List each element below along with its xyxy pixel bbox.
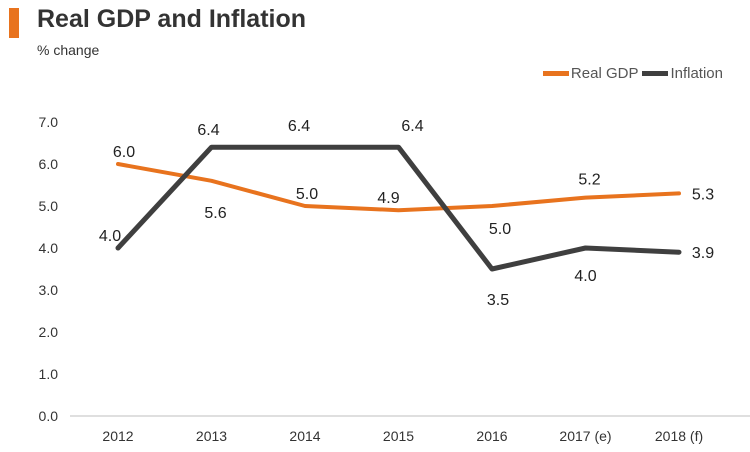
legend-item-real-gdp: Real GDP (542, 65, 639, 82)
x-tick-label: 2018 (f) (655, 428, 703, 444)
data-label-real-gdp: 5.3 (692, 186, 714, 203)
x-tick-label: 2013 (196, 428, 227, 444)
data-label-real-gdp: 5.0 (489, 221, 511, 238)
title-accent-bar (9, 8, 19, 38)
x-tick-label: 2016 (476, 428, 507, 444)
data-label-inflation: 4.0 (99, 228, 121, 245)
y-tick-label: 0.0 (39, 408, 59, 424)
y-tick-label: 2.0 (39, 324, 59, 340)
legend: Real GDP Inflation (539, 65, 723, 82)
x-tick-label: 2012 (102, 428, 133, 444)
data-label-inflation: 6.4 (197, 122, 219, 139)
series-line-inflation (115, 144, 682, 272)
series-line-real-gdp (116, 162, 681, 213)
chart-subtitle: % change (37, 42, 100, 58)
data-label-inflation: 3.9 (692, 245, 714, 262)
data-label-real-gdp: 6.0 (113, 144, 135, 161)
data-label-inflation: 6.4 (288, 118, 310, 135)
chart-title: Real GDP and Inflation (37, 5, 307, 33)
data-label-inflation: 4.0 (574, 268, 596, 285)
legend-label-inflation: Inflation (670, 65, 723, 82)
y-tick-label: 5.0 (39, 198, 59, 214)
data-label-real-gdp: 5.6 (204, 205, 226, 222)
y-tick-label: 7.0 (39, 114, 59, 130)
legend-item-inflation: Inflation (642, 65, 723, 82)
x-tick-label: 2015 (383, 428, 414, 444)
legend-label-real-gdp: Real GDP (570, 65, 639, 82)
data-label-real-gdp: 4.9 (377, 190, 399, 207)
legend-swatch-real-gdp (542, 71, 569, 76)
data-label-real-gdp: 5.0 (296, 186, 318, 203)
x-tick-label: 2014 (289, 428, 320, 444)
y-tick-label: 6.0 (39, 156, 59, 172)
y-tick-label: 3.0 (39, 282, 59, 298)
y-tick-label: 4.0 (39, 240, 59, 256)
x-tick-label: 2017 (e) (559, 428, 611, 444)
data-label-inflation: 3.5 (487, 292, 509, 309)
y-tick-label: 1.0 (39, 366, 59, 382)
data-label-real-gdp: 5.2 (578, 172, 600, 189)
legend-swatch-inflation (642, 71, 669, 76)
data-label-inflation: 6.4 (401, 118, 423, 135)
